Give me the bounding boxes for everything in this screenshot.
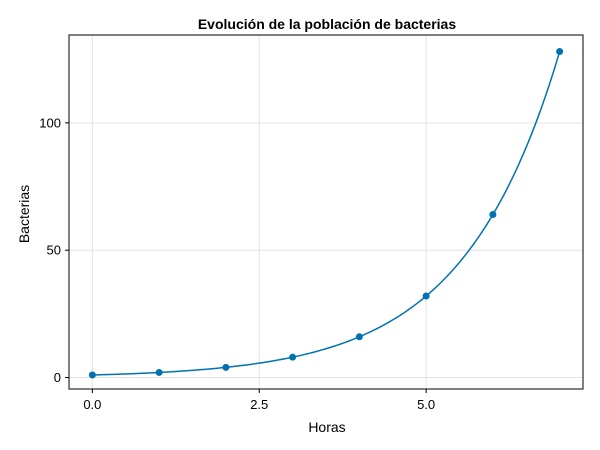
axis-ticks: 0.0 2.5 5.0 0 50 100	[39, 115, 435, 412]
x-tick-label: 2.5	[250, 397, 268, 412]
data-point	[88, 371, 96, 379]
data-point	[556, 48, 564, 56]
chart-title: Evolución de la población de bacterias	[198, 16, 457, 32]
grid	[69, 35, 583, 389]
data-point	[155, 368, 163, 376]
data-point	[289, 353, 297, 361]
x-axis-label: Horas	[308, 419, 345, 435]
data-point	[422, 292, 430, 300]
x-tick-label: 0.0	[83, 397, 101, 412]
y-tick-label: 0	[54, 370, 61, 385]
y-tick-label: 100	[39, 115, 61, 130]
data-point	[355, 333, 363, 341]
data-point	[489, 211, 497, 219]
x-tick-label: 5.0	[417, 397, 435, 412]
plot-frame	[68, 34, 584, 390]
y-tick-label: 50	[47, 243, 61, 258]
series-layer	[88, 48, 564, 379]
y-axis-label: Bacterias	[16, 185, 32, 243]
series-line	[92, 51, 561, 376]
data-point	[222, 363, 230, 371]
